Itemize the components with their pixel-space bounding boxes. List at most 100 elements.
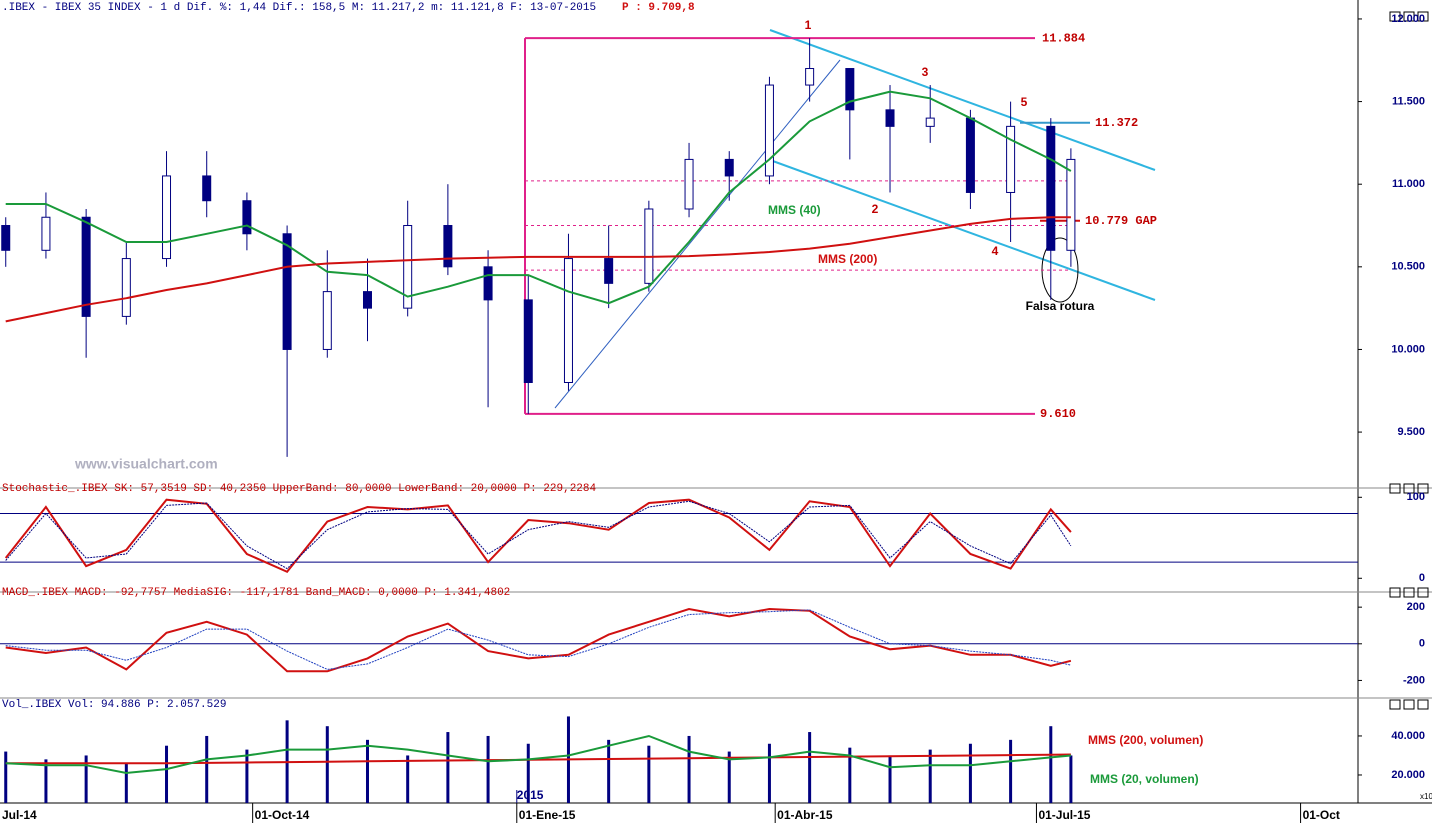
volume-bar [486,735,490,803]
volume-bar [888,755,892,803]
indicator-line [5,607,1072,673]
y-tick-label: -200 [1403,674,1425,686]
candle-body [684,158,694,210]
volume-bar [124,763,128,803]
x-tick-label: 01-Oct-14 [255,808,310,822]
volume-bar [526,743,530,803]
candle-body [162,175,172,260]
candle-body [764,84,774,177]
series-label: MMS (20, volumen) [1090,772,1199,786]
panel-title: MACD_.IBEX MACD: -92,7757 MediaSIG: -117… [2,587,510,599]
y-tick-label: 0 [1419,638,1425,650]
y-tick-label: 10.500 [1391,261,1425,273]
series-label: MMS (200, volumen) [1088,733,1203,747]
volume-bar [808,732,812,803]
candle-body [644,208,654,284]
trendline [769,159,1156,301]
volume-bar [848,747,852,803]
x-tick-label: 01-Ene-15 [519,808,576,822]
scale-note: x10 [1420,792,1432,801]
candle-body [362,291,372,309]
y-tick-label: 11.500 [1392,95,1425,107]
wave-label: 3 [922,65,929,79]
level-label: 11.372 [1095,116,1138,130]
volume-bar [325,726,329,803]
volume-bar [767,743,771,803]
candle-body [965,117,975,193]
level-label: 11.884 [1042,31,1085,45]
volume-average [5,753,1071,765]
y-tick-label: 100 [1407,491,1425,503]
trendline [554,59,841,409]
x-tick-label: 01-Abr-15 [777,808,833,822]
level-label: 10.779 GAP [1085,214,1157,228]
annotation: Falsa rotura [1026,299,1095,313]
volume-bar [1049,726,1053,803]
x-tick-label: 01-Oct [1303,808,1340,822]
volume-bar [165,745,169,803]
volume-bar [446,732,450,803]
trendline [769,29,1156,171]
candle-body [81,216,91,317]
indicator-line [5,609,1072,670]
y-tick-label: 20.000 [1391,769,1425,781]
wave-label: 2 [872,202,879,216]
candle-body [121,258,131,317]
volume-bar [968,743,972,803]
header-last: P : 9.709,8 [622,2,695,14]
y-tick-label: 11.000 [1392,178,1425,190]
level-label: 9.610 [1040,407,1076,421]
wave-label: 1 [805,18,812,32]
candle-body [41,216,51,251]
header: .IBEX - IBEX 35 INDEX - 1 d Dif. %: 1,44… [2,2,596,14]
y-tick-label: 12.000 [1391,13,1425,25]
watermark: www.visualchart.com [74,456,218,472]
volume-bar [245,749,249,803]
candle-body [322,291,332,350]
moving-average [5,216,1071,323]
y-tick-label: 9.500 [1397,426,1425,438]
volume-average [5,734,1071,775]
y-tick-label: 200 [1407,601,1425,613]
volume-bar [406,755,410,803]
y-tick-label: 40.000 [1391,730,1425,742]
volume-bar [205,735,209,803]
volume-bar [928,749,932,803]
panel-title: Stochastic_.IBEX SK: 57,3519 SD: 40,2350… [2,483,596,495]
candle-body [1046,125,1056,251]
candle-body [563,258,573,384]
candle-body [604,258,614,284]
candle-body [523,299,533,384]
moving-average [5,90,1072,305]
candle-body [282,233,292,350]
candle-body [1006,125,1016,193]
series-label: MMS (200) [818,252,877,266]
candle-body [483,266,493,301]
x-tick-label: Jul-14 [2,808,37,822]
volume-bar [687,735,691,803]
candle-body [1,225,11,251]
volume-bar [84,755,88,803]
candle-body [885,109,895,127]
candle-body [403,225,413,309]
x-tick-label: 01-Jul-15 [1038,808,1090,822]
candle-body [805,68,815,86]
candle-body [202,175,212,202]
y-tick-label: 10.000 [1391,343,1425,355]
volume-bar [1009,739,1013,803]
volume-bar [727,751,731,803]
candle-body [443,225,453,268]
candle-body [242,200,252,235]
series-label: MMS (40) [768,203,821,217]
year-marker-label: 2015 [517,788,544,802]
window-buttons [1389,11,1429,710]
volume-bar [607,739,611,803]
candle-body [1066,158,1076,251]
wave-label: 4 [992,244,999,258]
volume-bar [647,745,651,803]
candle-body [925,117,935,127]
indicator-line [5,500,1072,570]
indicator-line [4,498,1072,574]
